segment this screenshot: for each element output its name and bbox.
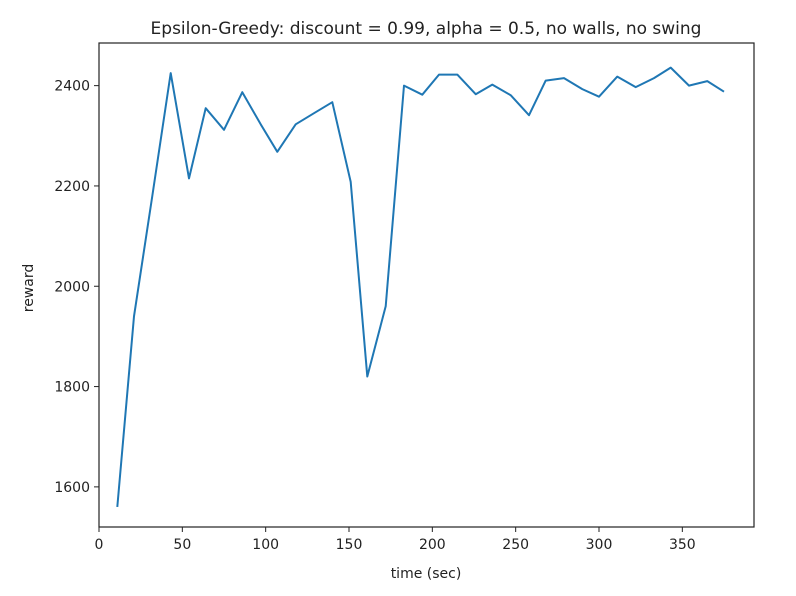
plot-frame [98,42,755,528]
x-tick-label: 0 [95,537,104,553]
x-tick-label: 200 [419,537,446,553]
y-tick-label: 2000 [54,279,90,295]
x-tick-label: 300 [586,537,613,553]
y-axis: 1600 1800 2000 2200 2400 [54,79,99,496]
reward-series-line [116,66,725,507]
x-axis-label: time (sec) [391,566,462,582]
y-tick-label: 1800 [54,380,90,396]
x-tick-label: 150 [336,537,363,553]
x-tick-label: 250 [502,537,529,553]
y-axis-label: reward [21,264,37,313]
x-tick-label: 50 [173,537,191,553]
y-tick-label: 1600 [54,480,90,496]
x-tick-label: 100 [252,537,279,553]
chart-title: Epsilon-Greedy: discount = 0.99, alpha =… [151,19,702,39]
x-axis: 0 50 100 150 200 250 300 350 [95,527,696,553]
y-tick-label: 2400 [54,79,90,95]
y-tick-label: 2200 [54,179,90,195]
x-tick-label: 350 [669,537,696,553]
